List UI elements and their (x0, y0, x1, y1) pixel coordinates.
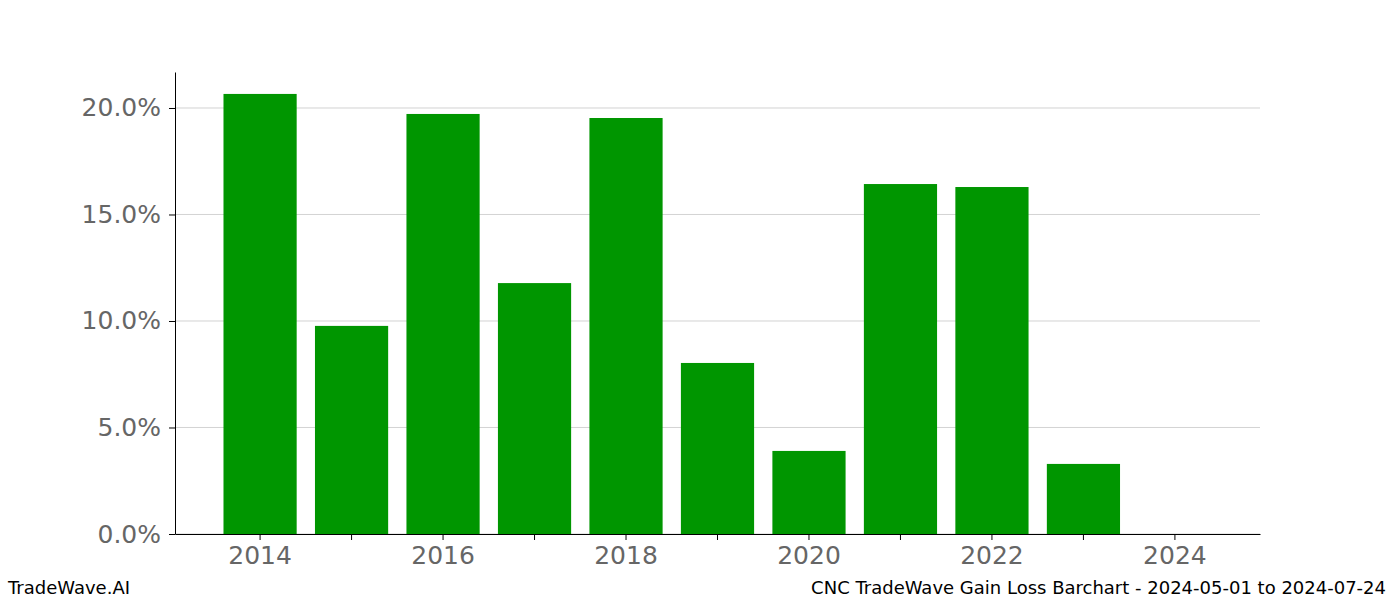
bar (406, 114, 479, 534)
x-tick (1083, 534, 1084, 540)
bar (315, 326, 388, 534)
y-tick-label: 5.0% (97, 413, 161, 442)
y-axis: 0.0% 5.0% 10.0% 15.0% 20.0% (82, 73, 176, 549)
grid-line (175, 214, 1260, 215)
x-tick-label: 2018 (594, 541, 658, 570)
x-tick-label: 2020 (777, 541, 841, 570)
x-tick-label: 2024 (1143, 541, 1207, 570)
bar (955, 187, 1028, 534)
bar (1047, 464, 1120, 534)
bar (498, 283, 571, 534)
x-tick: 2024 (1143, 534, 1207, 570)
x-tick-mark (717, 534, 718, 540)
x-tick: 2014 (228, 534, 292, 570)
x-tick (534, 534, 535, 540)
x-tick: 2018 (594, 534, 658, 570)
y-tick: 20.0% (82, 93, 175, 122)
bar (589, 118, 662, 534)
grid (175, 108, 1260, 534)
bars (223, 94, 1120, 534)
bar (1138, 534, 1211, 535)
x-tick: 2022 (960, 534, 1024, 570)
x-tick (351, 534, 352, 540)
y-tick-label: 0.0% (97, 520, 161, 549)
x-tick: 2016 (411, 534, 475, 570)
x-tick-label: 2022 (960, 541, 1024, 570)
x-axis: 2014 2016 2018 2020 2022 2024 (176, 534, 1261, 570)
x-tick-mark (900, 534, 901, 540)
y-axis-line (175, 73, 176, 535)
x-tick-mark (443, 534, 444, 540)
x-tick-mark (1174, 534, 1175, 540)
grid-line (175, 320, 1260, 321)
bar (681, 363, 754, 534)
bar (772, 451, 845, 534)
bar (864, 184, 937, 534)
y-tick-mark (169, 321, 175, 322)
x-tick-mark (534, 534, 535, 540)
y-tick-mark (169, 427, 175, 428)
x-tick-mark (626, 534, 627, 540)
x-tick-label: 2014 (228, 541, 292, 570)
y-tick: 10.0% (82, 306, 175, 335)
grid-line (175, 107, 1260, 108)
chart: 0.0%5.0%10.0%15.0%20.0%20142016201820202… (0, 0, 1400, 600)
y-tick-mark (169, 108, 175, 109)
y-tick: 5.0% (97, 413, 175, 442)
title: CNC TradeWave Gain Loss Barchart - 2024-… (811, 577, 1386, 598)
y-tick-label: 10.0% (82, 306, 161, 335)
y-tick-label: 20.0% (82, 93, 161, 122)
x-tick-mark (351, 534, 352, 540)
y-tick-label: 15.0% (82, 200, 161, 229)
x-tick (717, 534, 718, 540)
y-tick-mark (169, 534, 175, 535)
bar (223, 94, 296, 534)
x-tick-mark (260, 534, 261, 540)
x-tick (900, 534, 901, 540)
x-tick-mark (808, 534, 809, 540)
y-tick: 15.0% (82, 200, 175, 229)
y-tick-mark (169, 214, 175, 215)
x-tick: 2020 (777, 534, 841, 570)
x-tick-mark (1083, 534, 1084, 540)
source: TradeWave.AI (7, 577, 130, 598)
x-tick-label: 2016 (411, 541, 475, 570)
y-tick: 0.0% (97, 520, 175, 549)
x-tick-mark (991, 534, 992, 540)
